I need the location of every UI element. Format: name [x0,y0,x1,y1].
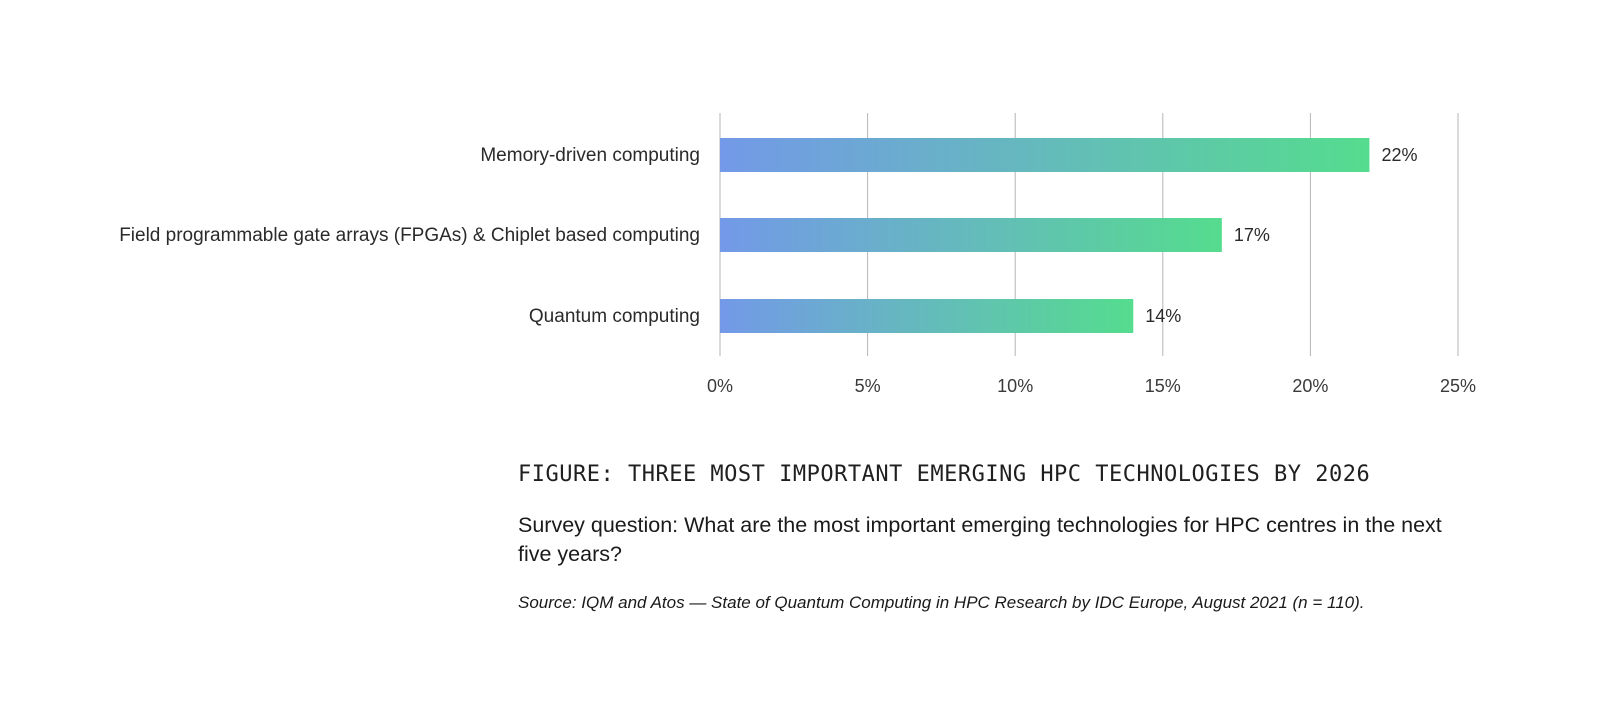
x-tick-label: 15% [1145,376,1181,396]
bar-chart: Memory-driven computing 22% Field programm… [119,113,1476,396]
source-note: Source: IQM and Atos — State of Quantum … [518,593,1365,612]
x-tick-label: 20% [1292,376,1328,396]
category-label: Memory-driven computing [480,145,700,166]
category-label: Field programmable gate arrays (FPGAs) &… [119,225,700,246]
value-label: 17% [1234,225,1270,245]
category-label: Quantum computing [529,306,700,327]
figure-title: FIGURE: THREE MOST IMPORTANT EMERGING HP… [518,462,1371,487]
x-tick-label: 25% [1440,376,1476,396]
x-tick-label: 10% [997,376,1033,396]
figure-caption: FIGURE: THREE MOST IMPORTANT EMERGING HP… [518,462,1478,613]
value-label: 14% [1145,306,1181,326]
x-axis-ticks: 0% 5% 10% 15% 20% 25% [707,376,1476,396]
labels: Memory-driven computing 22% Field programm… [119,145,1417,327]
survey-question: Survey question: What are the most impor… [518,513,1442,566]
x-tick-label: 0% [707,376,733,396]
bar [720,218,1222,252]
x-tick-label: 5% [855,376,881,396]
bar [720,138,1370,172]
value-label: 22% [1381,145,1417,165]
bar [720,299,1134,333]
bars [720,138,1370,333]
